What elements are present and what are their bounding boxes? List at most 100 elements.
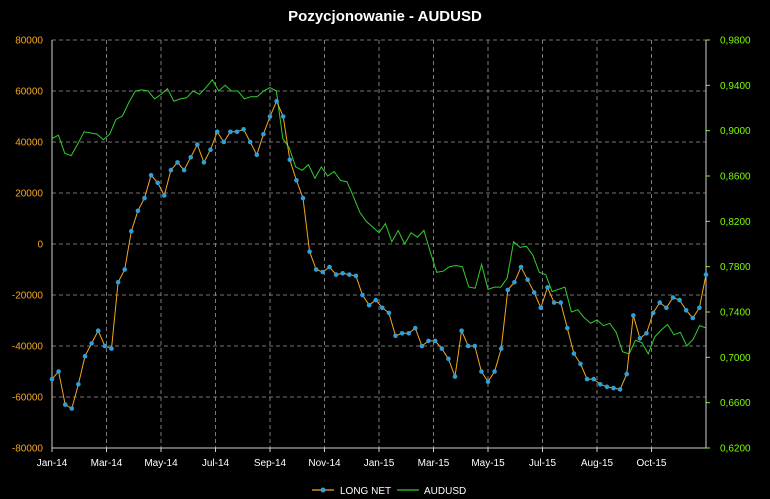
long-net-point xyxy=(538,305,544,311)
long-net-point xyxy=(558,300,563,305)
long-net-point xyxy=(181,167,187,173)
long-net-point xyxy=(188,155,193,160)
long-net-point xyxy=(571,351,577,356)
y-left-tick-label: -60000 xyxy=(12,393,44,404)
y-left-tick-label: 20000 xyxy=(15,189,43,200)
x-tick-label: Jan-14 xyxy=(37,458,68,469)
tick-labels: 80000 60000 40000 20000 0 -20000 -40000 -60000 -… xyxy=(12,36,751,470)
long-net-point xyxy=(89,341,94,346)
long-net-point xyxy=(525,277,530,283)
long-net-point xyxy=(683,308,689,313)
y-left-tick-label: 0 xyxy=(37,240,43,251)
long-net-point xyxy=(545,285,550,290)
long-net-point xyxy=(657,300,663,305)
long-net-point xyxy=(360,292,365,298)
long-net-point xyxy=(604,384,610,390)
x-tick-label: Sep-14 xyxy=(254,458,287,469)
long-net-point xyxy=(69,406,75,411)
legend-audusd-label: AUDUSD xyxy=(424,486,466,497)
long-net-point xyxy=(102,343,108,349)
long-net-point xyxy=(617,387,623,392)
long-net-point xyxy=(241,127,246,132)
y-right-tick-label: 0,9000 xyxy=(720,126,751,137)
long-net-point xyxy=(142,195,147,201)
y-right-tick-label: 0,8200 xyxy=(720,217,751,228)
long-net-point xyxy=(498,346,504,351)
long-net-point xyxy=(155,180,160,186)
long-net-point xyxy=(578,361,583,367)
long-net-point xyxy=(320,269,326,275)
legend-long-net-marker xyxy=(320,487,326,493)
long-net-point xyxy=(208,147,213,152)
long-net-point xyxy=(584,376,590,382)
y-right-tick-label: 0,6600 xyxy=(720,398,751,409)
long-net-point xyxy=(446,356,451,362)
long-net-point xyxy=(274,98,279,104)
series-long-net-line xyxy=(51,99,707,410)
long-net-point xyxy=(512,280,517,285)
long-net-point xyxy=(294,178,299,183)
y-right-tick-label: 0,7000 xyxy=(720,353,751,364)
legend-long-net-label: LONG NET xyxy=(340,486,391,497)
long-net-point xyxy=(624,371,629,377)
long-net-point xyxy=(703,272,709,277)
long-net-point xyxy=(452,374,458,379)
long-net-point xyxy=(234,129,240,135)
long-net-point xyxy=(300,195,306,201)
long-net-point xyxy=(479,369,484,374)
long-net-point xyxy=(247,139,253,145)
long-net-point xyxy=(340,271,346,276)
long-net-point xyxy=(399,331,405,336)
long-net-point xyxy=(551,300,557,305)
long-net-point xyxy=(109,346,114,351)
long-net-point xyxy=(439,346,445,351)
series-audusd-line xyxy=(51,78,707,356)
long-net-point xyxy=(148,172,154,178)
long-net-point xyxy=(327,264,332,270)
gridlines xyxy=(52,39,706,448)
y-left-tick-label: 80000 xyxy=(15,36,43,47)
long-net-point xyxy=(261,132,266,137)
long-net-point xyxy=(280,114,286,119)
long-net-point xyxy=(333,272,339,277)
y-right-tick-label: 0,7400 xyxy=(720,308,751,319)
y-left-tick-label: -20000 xyxy=(12,291,44,302)
long-net-point xyxy=(459,328,464,334)
series-group xyxy=(49,78,709,411)
long-net-point xyxy=(221,139,227,145)
legend: LONG NET AUDUSD xyxy=(312,486,466,497)
long-net-point xyxy=(115,280,121,285)
long-net-point xyxy=(637,336,643,341)
long-net-point xyxy=(129,229,134,234)
y-right-tick-label: 0,9800 xyxy=(720,36,751,47)
long-net-point xyxy=(518,264,524,270)
long-net-point xyxy=(366,302,372,308)
long-net-point xyxy=(313,267,319,272)
long-net-point xyxy=(664,305,669,311)
y-left-tick-label: 40000 xyxy=(15,138,43,149)
long-net-point xyxy=(591,376,596,382)
y-left-tick-label: 60000 xyxy=(15,87,43,98)
long-net-point xyxy=(393,333,398,339)
y-left-tick-label: -80000 xyxy=(12,444,44,455)
long-net-point xyxy=(373,297,379,303)
long-net-point xyxy=(432,338,438,344)
long-net-point xyxy=(598,382,603,387)
long-net-point xyxy=(611,385,616,391)
x-tick-label: Mar-15 xyxy=(418,458,450,469)
long-net-point xyxy=(122,267,127,272)
y-left-tick-label: -40000 xyxy=(12,342,44,353)
x-tick-label: May-15 xyxy=(471,458,505,469)
long-net-point xyxy=(195,142,200,147)
long-net-point xyxy=(82,353,88,359)
x-tick-label: Oct-15 xyxy=(636,458,666,469)
long-net-point xyxy=(531,290,537,295)
long-net-point xyxy=(406,331,412,336)
long-net-point xyxy=(353,273,359,279)
long-net-point xyxy=(287,157,293,163)
long-net-point xyxy=(690,315,696,321)
long-net-point xyxy=(162,193,167,198)
long-net-point xyxy=(56,369,61,374)
long-net-point xyxy=(62,402,68,407)
long-net-point xyxy=(168,167,174,173)
